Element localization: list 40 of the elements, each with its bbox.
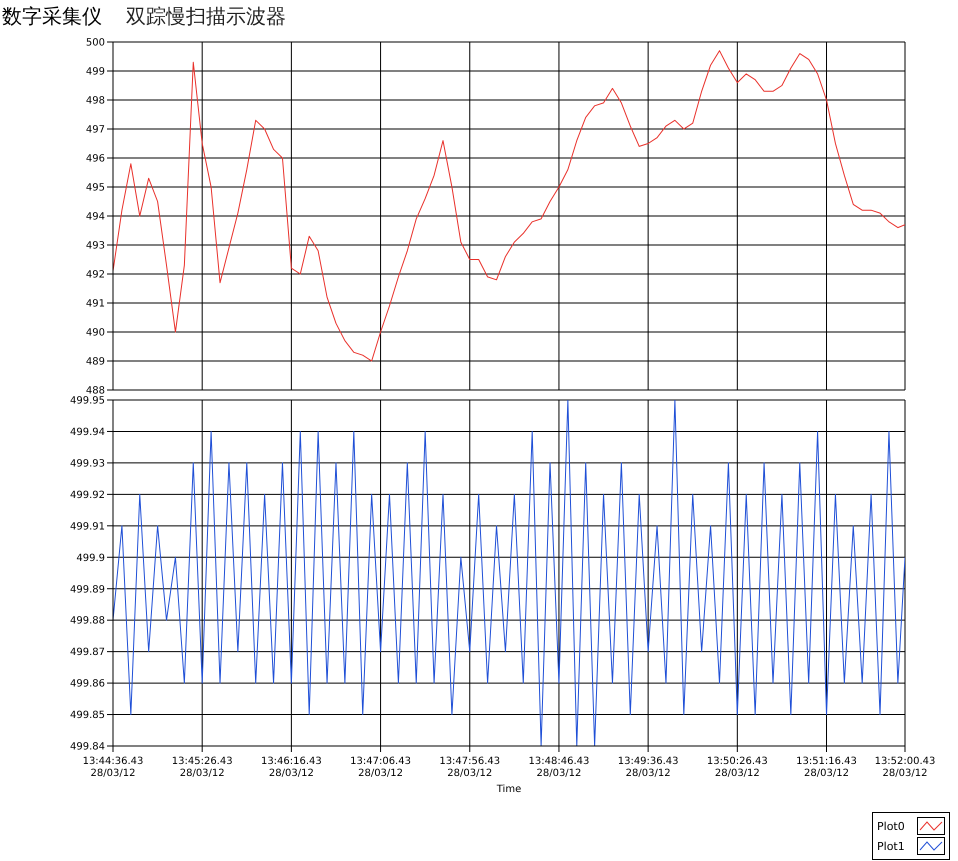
y-tick-label: 491 xyxy=(86,298,105,310)
y-tick-label: 499.93 xyxy=(70,458,105,470)
y-tick-label: 498 xyxy=(86,96,105,107)
x-tick-label: 13:44:36.43 28/03/12 xyxy=(82,756,144,779)
y-tick-label: 489 xyxy=(86,356,105,368)
y-tick-label: 490 xyxy=(86,328,105,339)
y-tick-label: 499.91 xyxy=(70,521,105,532)
x-tick-label: 13:46:16.43 28/03/12 xyxy=(260,756,322,779)
y-tick-label: 496 xyxy=(86,154,105,165)
legend-label: Plot0 xyxy=(877,820,906,832)
x-tick-label: 13:47:06.43 28/03/12 xyxy=(350,756,411,779)
y-tick-label: 499.94 xyxy=(70,427,105,438)
x-tick-label: 13:45:26.43 28/03/12 xyxy=(172,756,233,779)
y-tick-label: 499.85 xyxy=(70,710,105,722)
y-tick-label: 495 xyxy=(86,182,105,194)
y-tick-label: 499.84 xyxy=(70,742,105,753)
y-tick-label: 488 xyxy=(86,386,105,397)
y-tick-label: 499.92 xyxy=(70,490,105,501)
x-tick-label: 13:49:36.43 28/03/12 xyxy=(618,756,679,779)
y-tick-label: 499 xyxy=(86,66,105,78)
y-tick-label: 499.86 xyxy=(70,678,105,690)
y-tick-label: 492 xyxy=(86,270,105,281)
y-tick-label: 494 xyxy=(86,212,105,223)
y-tick-label: 500 xyxy=(86,38,105,49)
x-tick-label: 13:47:56.43 28/03/12 xyxy=(439,756,500,779)
y-tick-label: 499.95 xyxy=(70,396,105,407)
y-tick-label: 497 xyxy=(86,124,105,136)
chart-subtitle: 双踪慢扫描示波器 xyxy=(126,4,286,28)
y-tick-label: 493 xyxy=(86,240,105,252)
legend-label: Plot1 xyxy=(877,840,906,852)
y-tick-label: 499.9 xyxy=(76,552,105,564)
y-tick-label: 499.87 xyxy=(70,647,105,658)
y-tick-label: 499.88 xyxy=(70,616,105,627)
x-tick-label: 13:48:46.43 28/03/12 xyxy=(528,756,590,779)
y-tick-label: 499.89 xyxy=(70,584,105,596)
x-axis-title: Time xyxy=(496,784,522,795)
x-tick-label: 13:51:16.43 28/03/12 xyxy=(796,756,857,779)
chart-title: 数字采集仪 xyxy=(2,4,102,28)
x-tick-label: 13:50:26.43 28/03/12 xyxy=(706,756,768,779)
x-tick-label: 13:52:00.43 28/03/12 xyxy=(874,756,936,779)
